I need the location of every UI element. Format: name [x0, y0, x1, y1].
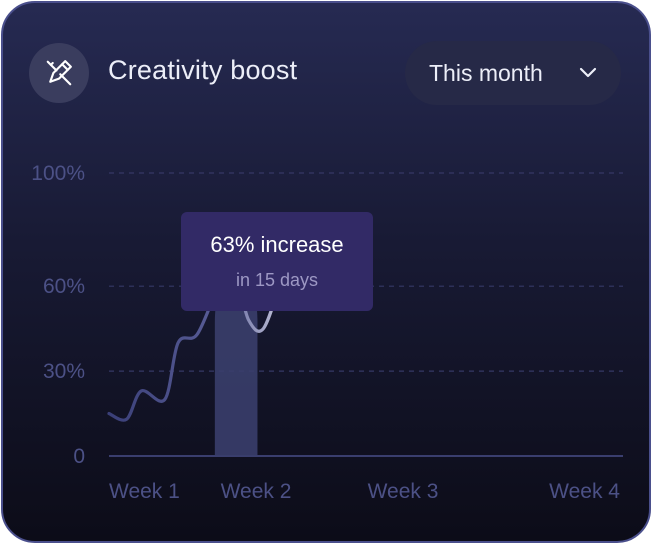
line-chart: 100% 60% 30% 0 Week 1 Week 2 Week 3 Week 4	[31, 162, 623, 503]
tooltip-detail: in 15 days	[235, 270, 319, 290]
highlight-band	[214, 277, 258, 456]
tooltip-value: 63% increase	[210, 232, 344, 257]
pen-ruler-icon	[29, 43, 89, 103]
x-tick-label: Week 4	[549, 480, 620, 503]
card-title: Creativity boost	[108, 55, 298, 85]
y-tick-label: 30%	[43, 360, 85, 383]
x-tick-label: Week 3	[368, 480, 439, 503]
x-tick-label: Week 2	[221, 480, 292, 503]
y-tick-label: 100%	[31, 162, 85, 185]
increase-tooltip: 63% increase in 15 days	[181, 212, 373, 311]
period-select-label: This month	[429, 59, 543, 86]
y-tick-label: 60%	[43, 275, 85, 298]
period-select[interactable]: This month	[405, 41, 621, 105]
y-tick-label: 0	[73, 445, 85, 468]
x-tick-label: Week 1	[109, 480, 180, 503]
chevron-down-icon	[579, 67, 597, 78]
